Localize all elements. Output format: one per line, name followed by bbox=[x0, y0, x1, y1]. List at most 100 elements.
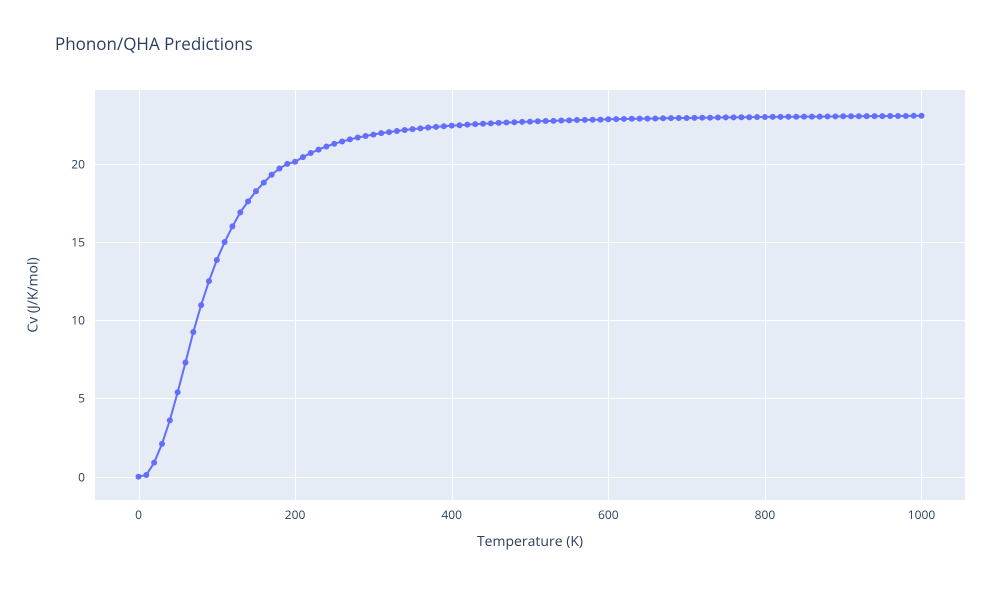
data-point[interactable] bbox=[895, 113, 901, 119]
data-point[interactable] bbox=[214, 257, 220, 263]
data-point[interactable] bbox=[198, 302, 204, 308]
data-point[interactable] bbox=[793, 114, 799, 120]
data-point[interactable] bbox=[441, 123, 447, 129]
data-point[interactable] bbox=[543, 118, 549, 124]
data-point[interactable] bbox=[496, 120, 502, 126]
data-point[interactable] bbox=[762, 114, 768, 120]
series-line[interactable] bbox=[139, 116, 922, 477]
data-point[interactable] bbox=[488, 120, 494, 126]
data-point[interactable] bbox=[668, 115, 674, 121]
data-point[interactable] bbox=[433, 124, 439, 130]
data-point[interactable] bbox=[887, 113, 893, 119]
data-point[interactable] bbox=[504, 120, 510, 126]
data-point[interactable] bbox=[229, 223, 235, 229]
data-point[interactable] bbox=[832, 113, 838, 119]
data-point[interactable] bbox=[746, 114, 752, 120]
data-point[interactable] bbox=[613, 116, 619, 122]
data-point[interactable] bbox=[566, 117, 572, 123]
data-point[interactable] bbox=[872, 113, 878, 119]
data-point[interactable] bbox=[182, 360, 188, 366]
data-point[interactable] bbox=[817, 114, 823, 120]
data-point[interactable] bbox=[856, 113, 862, 119]
data-point[interactable] bbox=[527, 119, 533, 125]
data-point[interactable] bbox=[222, 239, 228, 245]
data-point[interactable] bbox=[410, 126, 416, 132]
data-point[interactable] bbox=[269, 172, 275, 178]
data-point[interactable] bbox=[284, 161, 290, 167]
data-point[interactable] bbox=[402, 127, 408, 133]
data-point[interactable] bbox=[464, 122, 470, 128]
data-point[interactable] bbox=[472, 121, 478, 127]
data-point[interactable] bbox=[175, 389, 181, 395]
data-point[interactable] bbox=[864, 113, 870, 119]
data-point[interactable] bbox=[723, 114, 729, 120]
data-point[interactable] bbox=[316, 147, 322, 153]
data-point[interactable] bbox=[480, 121, 486, 127]
data-point[interactable] bbox=[676, 115, 682, 121]
data-point[interactable] bbox=[919, 113, 925, 119]
data-point[interactable] bbox=[323, 143, 329, 149]
data-point[interactable] bbox=[605, 116, 611, 122]
data-point[interactable] bbox=[731, 114, 737, 120]
data-point[interactable] bbox=[457, 122, 463, 128]
data-point[interactable] bbox=[535, 118, 541, 124]
data-point[interactable] bbox=[778, 114, 784, 120]
data-point[interactable] bbox=[699, 115, 705, 121]
data-point[interactable] bbox=[825, 113, 831, 119]
data-point[interactable] bbox=[300, 154, 306, 160]
data-point[interactable] bbox=[245, 198, 251, 204]
data-point[interactable] bbox=[276, 166, 282, 172]
data-point[interactable] bbox=[574, 117, 580, 123]
data-point[interactable] bbox=[652, 115, 658, 121]
data-point[interactable] bbox=[637, 116, 643, 122]
data-point[interactable] bbox=[519, 119, 525, 125]
data-point[interactable] bbox=[425, 125, 431, 131]
data-point[interactable] bbox=[143, 472, 149, 478]
data-point[interactable] bbox=[903, 113, 909, 119]
data-point[interactable] bbox=[550, 118, 556, 124]
data-point[interactable] bbox=[848, 113, 854, 119]
data-point[interactable] bbox=[206, 278, 212, 284]
data-point[interactable] bbox=[590, 117, 596, 123]
data-point[interactable] bbox=[237, 209, 243, 215]
data-point[interactable] bbox=[879, 113, 885, 119]
data-point[interactable] bbox=[159, 441, 165, 447]
data-point[interactable] bbox=[660, 115, 666, 121]
series-markers[interactable] bbox=[136, 113, 925, 480]
data-point[interactable] bbox=[770, 114, 776, 120]
data-point[interactable] bbox=[911, 113, 917, 119]
data-point[interactable] bbox=[558, 118, 564, 124]
data-point[interactable] bbox=[582, 117, 588, 123]
data-point[interactable] bbox=[331, 141, 337, 147]
data-point[interactable] bbox=[809, 114, 815, 120]
data-point[interactable] bbox=[339, 138, 345, 144]
data-point[interactable] bbox=[707, 115, 713, 121]
data-point[interactable] bbox=[801, 114, 807, 120]
data-point[interactable] bbox=[597, 117, 603, 123]
data-point[interactable] bbox=[715, 115, 721, 121]
data-point[interactable] bbox=[511, 119, 517, 125]
data-point[interactable] bbox=[691, 115, 697, 121]
chart-series[interactable] bbox=[0, 0, 1000, 600]
data-point[interactable] bbox=[840, 113, 846, 119]
data-point[interactable] bbox=[292, 159, 298, 165]
data-point[interactable] bbox=[386, 129, 392, 135]
data-point[interactable] bbox=[621, 116, 627, 122]
data-point[interactable] bbox=[644, 116, 650, 122]
data-point[interactable] bbox=[347, 136, 353, 142]
data-point[interactable] bbox=[261, 180, 267, 186]
data-point[interactable] bbox=[308, 150, 314, 156]
data-point[interactable] bbox=[378, 130, 384, 136]
data-point[interactable] bbox=[151, 460, 157, 466]
data-point[interactable] bbox=[785, 114, 791, 120]
data-point[interactable] bbox=[629, 116, 635, 122]
data-point[interactable] bbox=[253, 188, 259, 194]
data-point[interactable] bbox=[370, 132, 376, 138]
data-point[interactable] bbox=[355, 135, 361, 141]
data-point[interactable] bbox=[417, 125, 423, 131]
data-point[interactable] bbox=[754, 114, 760, 120]
data-point[interactable] bbox=[363, 133, 369, 139]
data-point[interactable] bbox=[738, 114, 744, 120]
data-point[interactable] bbox=[136, 474, 142, 480]
data-point[interactable] bbox=[684, 115, 690, 121]
